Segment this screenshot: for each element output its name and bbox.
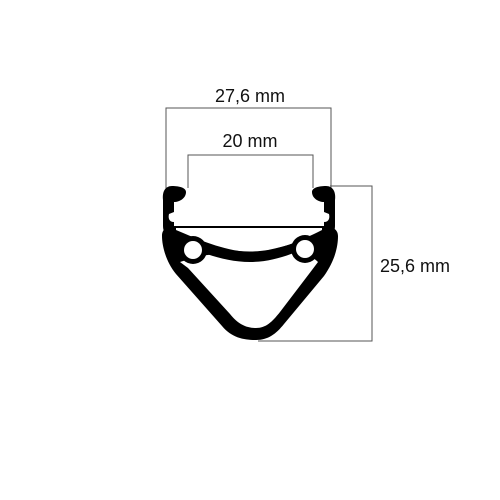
height-label: 25,6 mm [380, 256, 450, 276]
left-rim-wall [162, 186, 186, 235]
outer-width-bracket [165, 107, 332, 190]
rim-cross-section [162, 186, 338, 340]
right-rim-wall [312, 186, 336, 235]
inner-width-bracket [187, 154, 314, 188]
right-chamber [296, 240, 314, 258]
inner-width-label: 20 mm [222, 131, 277, 151]
height-bracket [258, 185, 373, 342]
height-dimension: 25,6 mm [258, 185, 450, 342]
outer-width-label: 27,6 mm [215, 86, 285, 106]
rim-bridge-gap [176, 228, 322, 252]
outer-width-dimension: 27,6 mm [165, 86, 332, 190]
inner-width-dimension: 20 mm [187, 131, 314, 188]
rim-bridge [176, 230, 322, 262]
rim-inner-chamber [180, 251, 318, 328]
left-chamber [184, 241, 202, 259]
